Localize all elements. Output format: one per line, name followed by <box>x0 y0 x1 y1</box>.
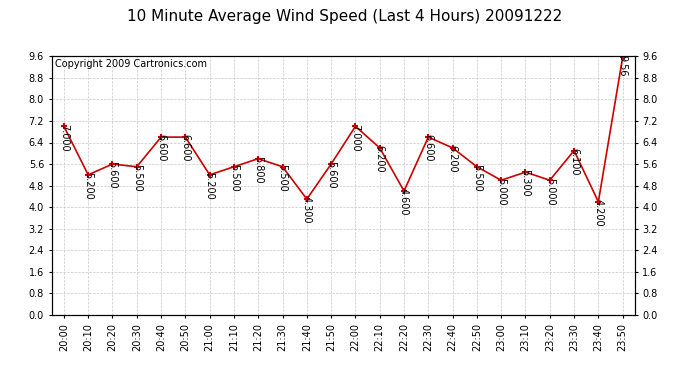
Text: 5.600: 5.600 <box>326 161 336 189</box>
Text: 9.56: 9.56 <box>618 55 628 76</box>
Text: 4.600: 4.600 <box>399 188 409 216</box>
Text: 6.100: 6.100 <box>569 148 579 176</box>
Text: 5.000: 5.000 <box>496 177 506 205</box>
Text: 4.300: 4.300 <box>302 196 312 224</box>
Text: 10 Minute Average Wind Speed (Last 4 Hours) 20091222: 10 Minute Average Wind Speed (Last 4 Hou… <box>128 9 562 24</box>
Text: 6.600: 6.600 <box>156 134 166 162</box>
Text: 5.500: 5.500 <box>229 164 239 192</box>
Text: 5.500: 5.500 <box>472 164 482 192</box>
Text: 6.600: 6.600 <box>180 134 190 162</box>
Text: 6.600: 6.600 <box>423 134 433 162</box>
Text: 5.600: 5.600 <box>108 161 117 189</box>
Text: 7.000: 7.000 <box>351 124 360 151</box>
Text: Copyright 2009 Cartronics.com: Copyright 2009 Cartronics.com <box>55 59 207 69</box>
Text: 6.200: 6.200 <box>448 145 457 173</box>
Text: 5.200: 5.200 <box>83 172 93 200</box>
Text: 5.300: 5.300 <box>520 170 531 197</box>
Text: 5.200: 5.200 <box>205 172 215 200</box>
Text: 5.500: 5.500 <box>277 164 288 192</box>
Text: 6.200: 6.200 <box>375 145 385 173</box>
Text: 5.000: 5.000 <box>545 177 555 205</box>
Text: 7.000: 7.000 <box>59 124 69 151</box>
Text: 4.200: 4.200 <box>593 199 603 227</box>
Text: 5.500: 5.500 <box>132 164 141 192</box>
Text: 5.800: 5.800 <box>253 156 264 184</box>
